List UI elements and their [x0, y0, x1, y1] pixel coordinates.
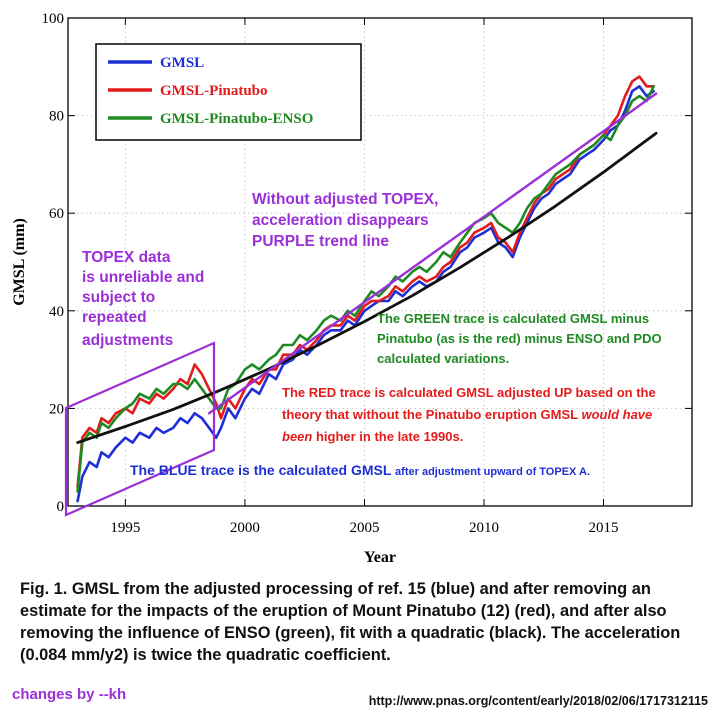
- green-note-line-2: Pinatubo (as is the red) minus ENSO and …: [377, 331, 662, 346]
- red-note-line-2: theory that without the Pinatubo eruptio…: [282, 407, 652, 422]
- series-line-gmsl: [76, 85, 656, 503]
- series-line-gmsl-pinatubo: [76, 75, 656, 488]
- topex-note-line-3: subject to: [82, 289, 155, 306]
- source-url: http://www.pnas.org/content/early/2018/0…: [368, 694, 708, 708]
- y-tick-label: 80: [49, 109, 64, 125]
- annotation-topex: TOPEX data is unreliable and subject to …: [82, 249, 204, 349]
- y-tick-label: 100: [42, 11, 65, 27]
- green-note-line-1: The GREEN trace is calculated GMSL minus: [377, 311, 649, 326]
- series-line-purple-trend: [207, 92, 658, 415]
- blue-note-small: after adjustment upward of TOPEX A.: [395, 466, 590, 478]
- x-tick-label: 2015: [589, 520, 619, 536]
- legend-label-pinatubo: GMSL-Pinatubo: [160, 83, 268, 99]
- topex-highlight-box: [64, 341, 216, 517]
- purple-note-line-3: PURPLE trend line: [252, 233, 389, 250]
- topex-note-line-2: is unreliable and: [82, 269, 204, 286]
- plot-frame: [67, 17, 693, 507]
- blue-note-main: The BLUE trace is the calculated GMSL: [130, 462, 395, 478]
- y-tick-label: 40: [49, 304, 64, 320]
- annotation-blue-trace: The BLUE trace is the calculated GMSL af…: [130, 462, 590, 478]
- x-tick-label: 2005: [349, 520, 379, 536]
- figure-caption: Fig. 1. GMSL from the adjusted processin…: [20, 580, 681, 664]
- y-tick-label: 20: [49, 401, 64, 417]
- x-tick-label: 2010: [469, 520, 499, 536]
- y-tick-label: 60: [49, 206, 64, 222]
- topex-note-line-1: TOPEX data: [82, 249, 171, 266]
- legend-label-enso: GMSL-Pinatubo-ENSO: [160, 111, 313, 127]
- annotation-red-trace: The RED trace is calculated GMSL adjuste…: [282, 385, 656, 444]
- topex-note-line-5: adjustments: [82, 332, 173, 349]
- red-note-line-2-start: theory that without the Pinatubo eruptio…: [282, 407, 581, 422]
- x-axis-label: Year: [364, 549, 396, 566]
- annotation-purple-trend: Without adjusted TOPEX, acceleration dis…: [252, 191, 438, 250]
- y-axis-label: GMSL (mm): [11, 218, 28, 306]
- green-note-line-3: calculated variations.: [377, 351, 509, 366]
- legend-label-gmsl: GMSL: [160, 55, 204, 71]
- annotation-green-trace: The GREEN trace is calculated GMSL minus…: [377, 311, 662, 366]
- series-group: [76, 75, 658, 503]
- x-tick-label: 1995: [110, 520, 140, 536]
- changes-credit: changes by --kh: [12, 686, 127, 703]
- topex-note-line-4: repeated: [82, 309, 147, 326]
- legend: GMSL GMSL-Pinatubo GMSL-Pinatubo-ENSO: [95, 43, 362, 141]
- purple-note-line-2: acceleration disappears: [252, 212, 429, 229]
- series-line-quadratic-fit: [76, 131, 658, 445]
- y-tick-label: 0: [57, 499, 65, 515]
- gmsl-chart: 0 20 40 60 80 100 1995 2000 2005 2010 2015 Year GM…: [11, 11, 693, 566]
- red-note-line-3: been higher in the late 1990s.: [282, 429, 463, 444]
- x-tick-label: 2000: [230, 520, 260, 536]
- red-note-line-3-end: higher in the late 1990s.: [312, 429, 463, 444]
- red-note-emphasis-would-have: would have: [581, 407, 652, 422]
- purple-note-line-1: Without adjusted TOPEX,: [252, 191, 438, 208]
- red-note-emphasis-been: been: [282, 429, 312, 444]
- red-note-line-1: The RED trace is calculated GMSL adjuste…: [282, 385, 656, 400]
- legend-box: [95, 43, 362, 141]
- axis-ticks: 0 20 40 60 80 100 1995 2000 2005 2010 2015: [42, 11, 692, 536]
